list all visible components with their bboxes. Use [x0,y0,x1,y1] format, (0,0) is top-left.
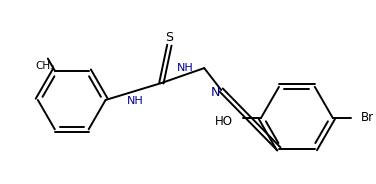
Text: NH: NH [176,63,193,73]
Text: NH: NH [127,96,144,107]
Text: S: S [165,31,173,44]
Text: N: N [211,86,220,98]
Text: HO: HO [215,115,233,128]
Text: CH₃: CH₃ [35,61,55,70]
Text: Br: Br [361,111,374,124]
